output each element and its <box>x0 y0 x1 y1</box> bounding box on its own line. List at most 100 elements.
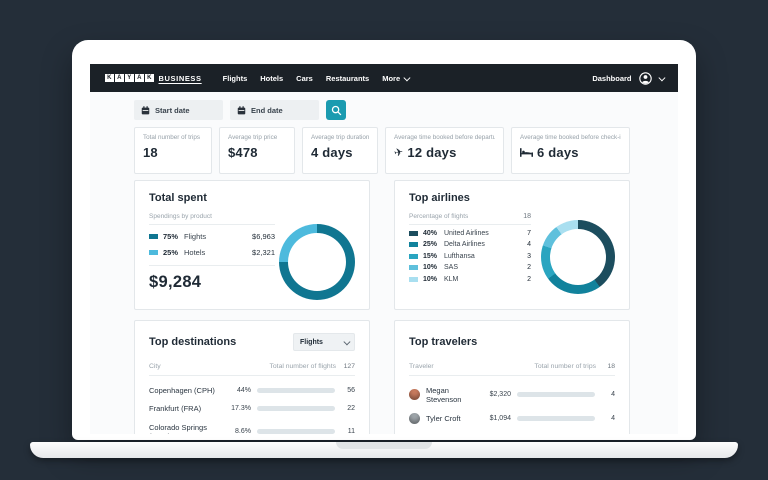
table-header: Traveler Total number of trips 18 <box>409 363 615 376</box>
search-icon <box>331 105 341 115</box>
avatar <box>409 433 420 434</box>
nav-item-flights[interactable]: Flights <box>222 73 248 83</box>
logo-letter: K <box>105 73 114 83</box>
stat-booked-before-checkin: Average time booked before check-in 6 da… <box>511 127 630 174</box>
card-subtitle: Spendings by product <box>149 213 212 220</box>
legend-item-united: 40% United Airlines 7 <box>409 230 531 237</box>
destinations-filter-dropdown[interactable]: Flights <box>293 333 355 351</box>
calendar-icon <box>141 105 150 114</box>
nav-item-hotels[interactable]: Hotels <box>260 73 284 83</box>
legend-value: $6,963 <box>252 232 275 241</box>
table-header: City Total number of flights 127 <box>149 363 355 376</box>
total-trips-count: 18 <box>607 363 615 370</box>
stat-value-text: 6 days <box>537 145 579 160</box>
more-label: More <box>382 73 401 83</box>
traveler-name: Tyler Croft <box>426 414 461 423</box>
dashboard-link[interactable]: Dashboard <box>592 73 632 83</box>
stat-label: Average trip price <box>228 134 278 141</box>
row-count: 11 <box>347 428 355 434</box>
stat-label: Average time booked before check-in <box>520 134 621 141</box>
top-airlines-card: Top airlines Percentage of flights 18 40… <box>394 180 630 310</box>
total-flights-count: 127 <box>343 363 355 370</box>
browser-viewport: K A Y A K BUSINESS Flights Hotels Cars R… <box>90 64 678 434</box>
column-city: City <box>149 363 161 370</box>
legend-pct: 15% <box>423 252 438 260</box>
legend-value: 2 <box>527 264 531 271</box>
profile-icon[interactable] <box>638 71 652 85</box>
bar-track <box>517 392 595 397</box>
row-count: 4 <box>611 415 615 422</box>
date-search-bar: Start date End date <box>134 100 632 120</box>
traveler-row: Tyler Croft $1,094 4 <box>409 413 615 424</box>
bar-track <box>257 406 335 411</box>
nav-item-more[interactable]: More <box>382 73 411 83</box>
row-pct: 8.6% <box>235 428 251 434</box>
bar-track <box>257 387 335 393</box>
row-count: 4 <box>611 391 615 398</box>
top-travelers-card: Top travelers Traveler Total number of t… <box>394 320 630 434</box>
traveler-row: Megan Stevenson $2,320 4 <box>409 386 615 404</box>
chevron-down-icon <box>343 338 350 345</box>
destination-row: Copenhagen (CPH) 44% 56 <box>149 386 355 395</box>
stat-value: ✈ 12 days <box>392 145 495 160</box>
traveler-row: Kevin Twist $824 3 <box>409 433 615 434</box>
total-spent-card: Total spent Spendings by product 75% Fli… <box>134 180 370 310</box>
legend-item-hotels: 25% Hotels $2,321 <box>149 248 275 257</box>
flights-total: 18 <box>523 213 531 220</box>
dashboard: Start date End date <box>90 92 678 434</box>
nav-menu: Flights Hotels Cars Restaurants More <box>222 73 411 83</box>
legend-pct: 40% <box>423 229 438 237</box>
column-traveler: Traveler <box>409 363 434 370</box>
legend-swatch <box>409 276 418 282</box>
legend-label: Flights <box>184 232 207 241</box>
bar-track <box>257 429 335 434</box>
chevron-down-icon <box>403 74 411 81</box>
nav-item-cars[interactable]: Cars <box>296 73 313 83</box>
logo-letter: A <box>135 73 144 83</box>
legend-pct: 25% <box>423 241 438 248</box>
stat-booked-before-departure: Average time booked before departure ✈ 1… <box>385 127 504 174</box>
total-spent-donut-chart <box>279 224 355 300</box>
bar-track <box>517 416 595 421</box>
traveler-spend: $1,094 <box>489 415 511 422</box>
legend-item-sas: 10% SAS 2 <box>409 264 531 271</box>
row-count: 22 <box>347 405 355 412</box>
legend-item-klm: 10% KLM 2 <box>409 276 531 283</box>
legend-swatch <box>149 234 158 239</box>
legend-label: United Airlines <box>444 229 489 237</box>
city-name: Frankfurt (FRA) <box>149 404 202 413</box>
bed-icon <box>520 148 533 157</box>
nav-right: Dashboard <box>592 71 665 85</box>
legend-value: $2,321 <box>252 248 275 257</box>
legend-value: 3 <box>527 252 531 260</box>
card-subtitle: Percentage of flights <box>409 213 469 220</box>
dropdown-value: Flights <box>300 338 323 346</box>
end-date-input[interactable]: End date <box>230 100 319 120</box>
card-title: Top destinations <box>149 336 237 348</box>
legend-swatch <box>409 265 418 270</box>
divider <box>149 265 275 266</box>
legend-value: 7 <box>527 229 531 237</box>
destination-row: Frankfurt (FRA) 17.3% 22 <box>149 404 355 413</box>
avatar <box>409 413 420 424</box>
legend-value: 2 <box>527 275 531 283</box>
card-title: Total spent <box>149 192 207 204</box>
account-chevron-down-icon[interactable] <box>658 74 665 81</box>
legend-pct: 75% <box>163 232 179 241</box>
top-airlines-donut-chart <box>541 220 615 294</box>
avatar <box>409 389 420 400</box>
calendar-icon <box>237 105 246 114</box>
start-date-input[interactable]: Start date <box>134 100 223 120</box>
search-button[interactable] <box>326 100 346 120</box>
plane-icon: ✈ <box>392 146 405 160</box>
traveler-name: Megan Stevenson <box>426 385 462 404</box>
legend-value: 4 <box>527 241 531 248</box>
nav-item-restaurants[interactable]: Restaurants <box>325 73 370 83</box>
legend-pct: 10% <box>423 275 438 283</box>
row-pct: 17.3% <box>231 405 251 412</box>
kayak-business-logo[interactable]: K A Y A K BUSINESS <box>105 74 202 83</box>
legend-item-lufthansa: 15% Lufthansa 3 <box>409 253 531 260</box>
card-title: Top travelers <box>409 336 478 348</box>
start-date-placeholder: Start date <box>155 105 190 115</box>
row-pct: 44% <box>236 386 251 394</box>
